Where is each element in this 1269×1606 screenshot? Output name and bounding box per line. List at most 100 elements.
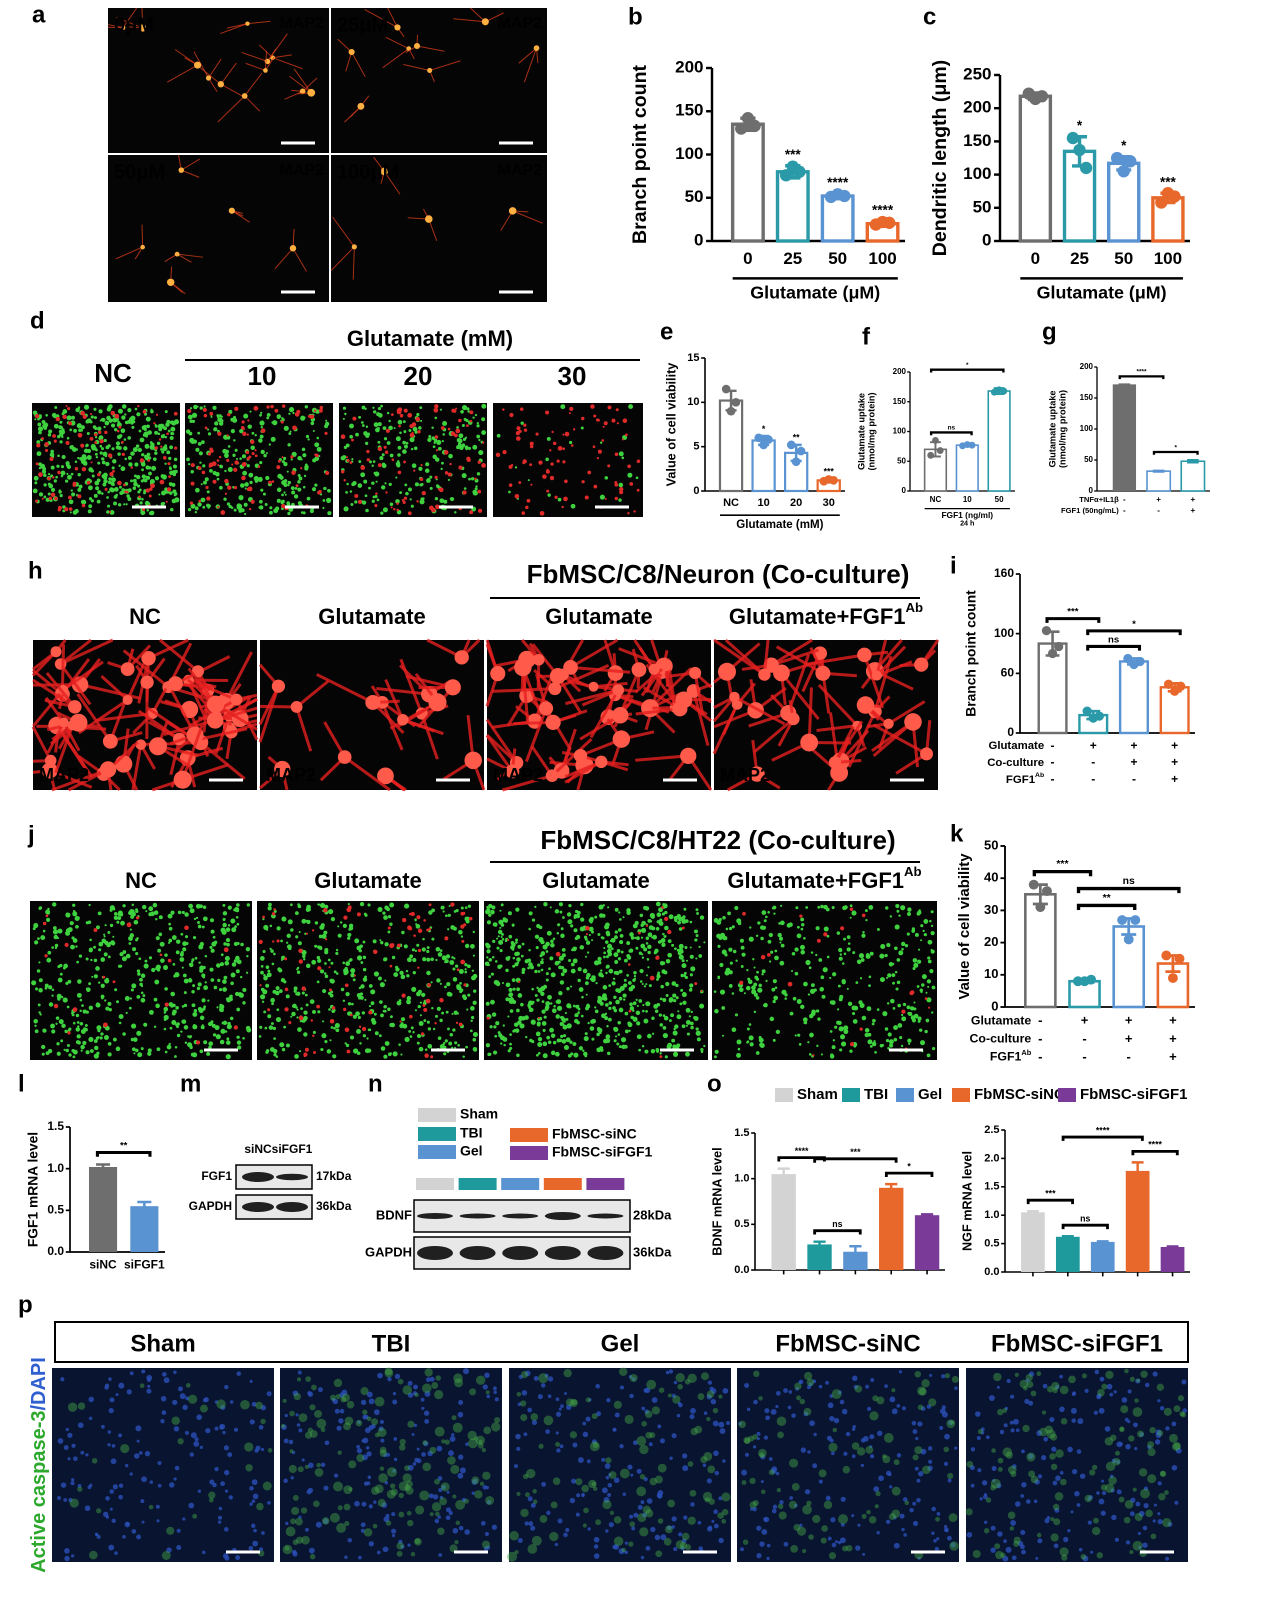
cell	[357, 955, 363, 961]
cell	[400, 1053, 403, 1056]
cell	[104, 1385, 109, 1390]
cell	[38, 492, 44, 497]
cell	[612, 1544, 618, 1550]
cell	[509, 1009, 514, 1013]
cell	[645, 983, 648, 986]
cell	[807, 1041, 810, 1044]
cell	[441, 439, 444, 443]
cell	[50, 449, 55, 454]
cell	[362, 1409, 368, 1415]
cell	[630, 936, 635, 940]
cell	[651, 1032, 655, 1035]
cell	[323, 930, 328, 935]
cell	[407, 1420, 415, 1428]
micrograph	[257, 901, 479, 1060]
cell	[745, 985, 751, 991]
group-label: TBI	[372, 1330, 411, 1357]
cell	[309, 1553, 316, 1560]
cell	[108, 418, 113, 423]
cell	[145, 488, 150, 493]
cell	[438, 487, 444, 493]
cell	[96, 925, 100, 930]
cell	[731, 992, 735, 995]
cell	[120, 1443, 130, 1454]
cell	[201, 1024, 204, 1027]
cell	[35, 414, 40, 419]
cell	[613, 995, 617, 1000]
neurite	[593, 681, 628, 689]
cell	[368, 1004, 372, 1008]
cell	[458, 929, 463, 935]
cell	[105, 1496, 110, 1501]
cell	[655, 1048, 660, 1052]
cell	[569, 1040, 573, 1044]
cell	[164, 487, 168, 491]
cell	[206, 490, 210, 494]
cell	[815, 953, 818, 957]
cell	[333, 1026, 336, 1030]
cell	[273, 1053, 277, 1057]
cell	[266, 972, 272, 978]
cell	[157, 1460, 162, 1466]
cell	[896, 980, 901, 985]
cell	[437, 1527, 445, 1535]
protein-label: GAPDH	[189, 1199, 232, 1213]
cell	[249, 1379, 253, 1383]
cell	[361, 421, 364, 424]
cell	[872, 1018, 876, 1023]
cell	[696, 911, 700, 915]
cell	[526, 1468, 536, 1479]
cell	[537, 1037, 543, 1042]
cell	[94, 1045, 99, 1051]
cell	[141, 468, 144, 472]
cell	[135, 908, 138, 912]
cell	[71, 1478, 75, 1482]
cell	[335, 951, 339, 956]
micrograph	[331, 155, 547, 302]
cell	[216, 1006, 219, 1009]
soma	[871, 670, 882, 681]
cell	[580, 1014, 584, 1018]
cell	[71, 1443, 76, 1448]
cell	[223, 497, 227, 501]
cell	[475, 1375, 486, 1385]
cell	[119, 964, 123, 968]
cell	[362, 940, 366, 944]
cell	[515, 941, 518, 944]
cell	[139, 1383, 145, 1389]
cell	[291, 1506, 300, 1515]
cell	[132, 486, 137, 490]
cell	[399, 1444, 406, 1451]
cell	[409, 437, 415, 443]
cell	[661, 942, 666, 947]
cell	[688, 1015, 691, 1018]
neurite	[100, 675, 129, 702]
cell	[622, 1492, 627, 1496]
cell	[449, 960, 455, 965]
cell	[628, 1029, 631, 1032]
cell	[442, 433, 445, 436]
cell	[77, 1486, 83, 1492]
cell	[737, 1047, 741, 1051]
condition-label: 25μM	[337, 14, 388, 36]
cell	[189, 407, 193, 410]
cell	[361, 424, 365, 427]
cell	[109, 1397, 115, 1403]
cell	[556, 1038, 561, 1043]
cell	[249, 410, 252, 413]
legend-label: Gel	[460, 1143, 483, 1159]
cell	[331, 1397, 336, 1402]
cell	[211, 1023, 216, 1028]
cell	[555, 1051, 560, 1057]
cell	[173, 493, 177, 497]
cell	[605, 955, 609, 959]
cell	[431, 1381, 439, 1389]
cell	[295, 1517, 303, 1526]
cell	[391, 1534, 396, 1538]
cell	[389, 1483, 396, 1489]
cell	[288, 1464, 297, 1474]
cell	[376, 498, 380, 502]
cell	[437, 1036, 442, 1040]
cell	[450, 925, 455, 930]
cell	[639, 951, 642, 955]
